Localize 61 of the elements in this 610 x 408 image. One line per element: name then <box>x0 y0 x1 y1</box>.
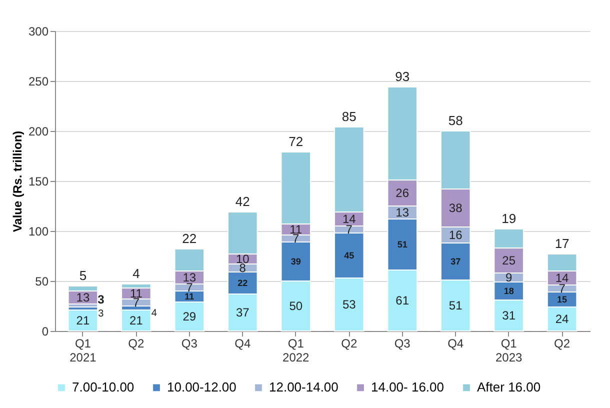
data-label: 17 <box>554 236 570 251</box>
data-label: 37 <box>236 306 250 320</box>
y-tick-label: 200 <box>28 124 49 138</box>
data-label: 22 <box>238 278 248 288</box>
data-label: 50 <box>289 299 303 313</box>
data-label: 4 <box>132 266 140 281</box>
data-label: 21 <box>76 314 90 328</box>
data-label: 51 <box>448 298 463 312</box>
data-label: 61 <box>396 294 410 308</box>
data-label: 18 <box>504 286 514 296</box>
x-tick-label: Q1 2021 <box>70 336 97 364</box>
y-tick-label: 250 <box>28 74 49 88</box>
data-label: 4 <box>151 308 158 319</box>
data-label: 3 <box>98 308 104 320</box>
x-tick-label: Q2 <box>128 336 145 350</box>
data-label: 21 <box>130 314 144 328</box>
data-label: 9 <box>505 270 512 284</box>
data-label: 22 <box>182 231 197 246</box>
data-label: 26 <box>396 186 410 200</box>
data-label: 13 <box>76 290 90 304</box>
data-label: 58 <box>448 113 463 128</box>
y-tick-label: 300 <box>28 24 49 38</box>
x-tick-label: Q4 <box>234 336 251 350</box>
legend-label: 10.00-12.00 <box>167 380 236 395</box>
data-label: 39 <box>290 256 301 266</box>
legend-label: 12.00-14.00 <box>269 380 338 395</box>
x-tick-label: Q4 <box>448 336 464 350</box>
data-label: 53 <box>342 298 356 312</box>
x-tick-label: Q3 <box>181 336 198 350</box>
y-axis-title: Value (Rs. trillion) <box>10 130 24 232</box>
legend-label: After 16.00 <box>477 380 541 395</box>
x-tick-label: Q2 <box>554 336 570 350</box>
data-label: 25 <box>502 254 516 268</box>
data-label: 5 <box>79 268 87 283</box>
legend-label: 14.00- 16.00 <box>371 380 444 395</box>
y-tick-label: 50 <box>35 274 49 288</box>
data-label: 13 <box>396 206 410 220</box>
data-label: 24 <box>555 312 570 326</box>
data-label: 42 <box>235 194 250 209</box>
data-label: 45 <box>344 250 354 260</box>
data-label: 19 <box>502 211 516 226</box>
x-tick-label: Q1 2022 <box>282 336 310 364</box>
x-tick-label: Q1 2023 <box>495 336 522 364</box>
legend-label: 7.00-10.00 <box>72 380 134 395</box>
data-label: 29 <box>182 310 196 324</box>
data-label: 37 <box>450 256 461 266</box>
data-label: 85 <box>342 109 356 124</box>
data-label: 38 <box>448 201 463 215</box>
x-tick-label: Q3 <box>394 336 411 350</box>
data-label: 51 <box>397 240 408 250</box>
data-label: 11 <box>184 292 194 302</box>
data-label: 15 <box>557 294 568 304</box>
y-tick-label: 0 <box>42 324 49 338</box>
x-tick-label: Q2 <box>341 336 358 350</box>
y-tick-label: 100 <box>28 224 49 238</box>
data-label: 72 <box>288 134 304 149</box>
data-label: 93 <box>395 69 410 84</box>
data-label: 3 <box>98 292 105 306</box>
data-label: 16 <box>448 228 463 242</box>
y-tick-label: 150 <box>28 174 49 188</box>
data-label: 31 <box>502 308 516 322</box>
